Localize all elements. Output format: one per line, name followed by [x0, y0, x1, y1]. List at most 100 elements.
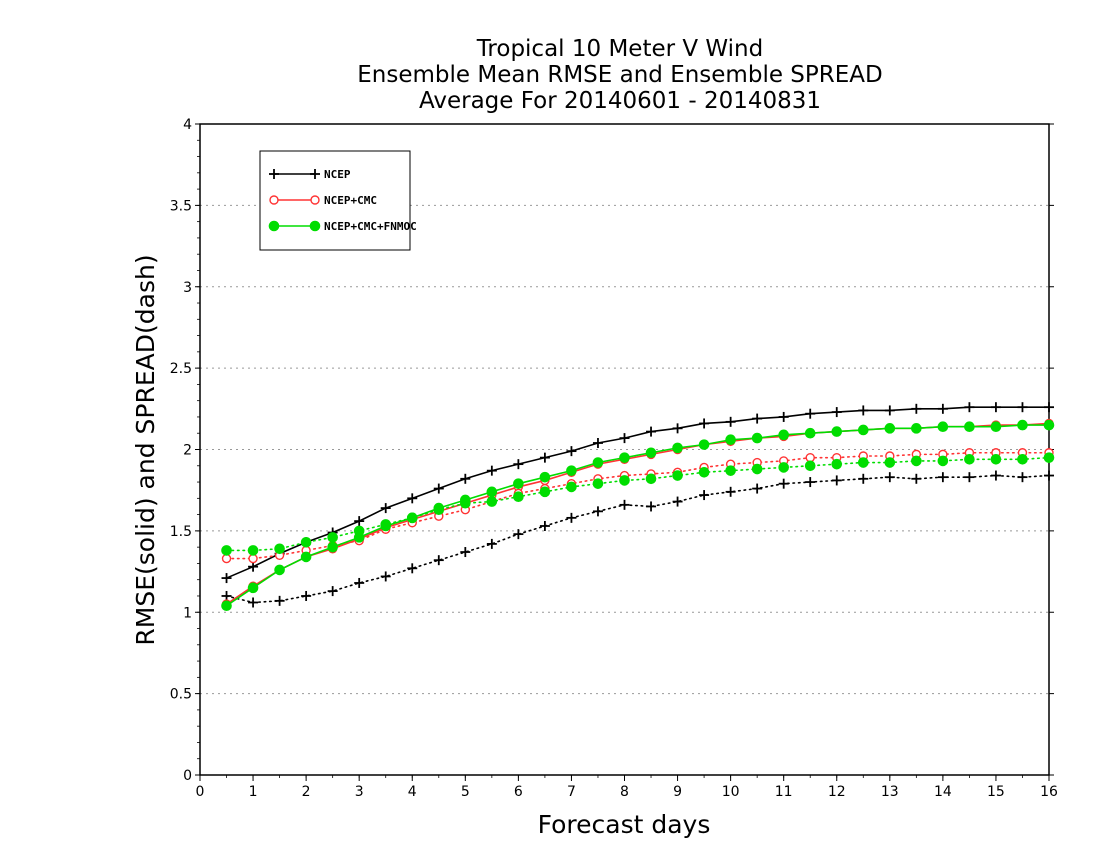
point-ncep-cmc-fnmoc-spread [327, 532, 338, 543]
point-ncep-cmc-spread [248, 553, 258, 564]
point-ncep-rmse [778, 411, 789, 422]
point-ncep-cmc-spread [221, 553, 232, 564]
point-ncep-cmc-fnmoc-rmse [327, 541, 338, 553]
point-ncep-rmse [884, 405, 895, 416]
point-ncep-spread [248, 597, 259, 608]
point-ncep-cmc-fnmoc-spread [884, 457, 896, 468]
series-layer [221, 402, 1055, 612]
point-ncep-cmc-fnmoc-rmse [645, 447, 657, 459]
x-tick-label: 14 [934, 784, 952, 800]
point-ncep-spread [592, 506, 603, 517]
point-ncep-cmc-fnmoc-spread [247, 545, 259, 556]
point-ncep-cmc-fnmoc-spread [857, 457, 869, 468]
point-ncep-cmc-fnmoc-rmse [274, 564, 285, 576]
x-tick-label: 11 [775, 784, 793, 800]
point-ncep-cmc-fnmoc-spread [964, 453, 975, 465]
legend-marker [268, 220, 280, 232]
point-ncep-cmc-fnmoc-rmse [698, 439, 710, 450]
point-ncep-cmc-fnmoc-spread [274, 543, 285, 555]
point-ncep-rmse [592, 437, 603, 448]
point-ncep-cmc-fnmoc-rmse [990, 421, 1002, 433]
x-tick-label: 8 [620, 784, 629, 800]
point-ncep-rmse [1044, 402, 1054, 413]
point-ncep-rmse [566, 446, 577, 457]
y-tick-label: 2.5 [170, 361, 192, 377]
point-ncep-spread [858, 473, 869, 484]
point-ncep-cmc-fnmoc-rmse [937, 421, 949, 433]
point-ncep-cmc-fnmoc-rmse [592, 457, 604, 468]
point-ncep-rmse [380, 503, 391, 514]
y-tick-label: 0 [183, 768, 192, 784]
point-ncep-cmc-fnmoc-rmse [911, 423, 922, 434]
legend-marker [269, 169, 279, 179]
point-ncep-cmc-fnmoc-rmse [486, 486, 498, 498]
point-ncep-cmc-fnmoc-rmse [857, 424, 869, 436]
x-tick-label: 7 [567, 784, 576, 800]
point-ncep-rmse [460, 473, 471, 484]
axes-layer: 00.511.522.533.540 1 2 3 4 5 6 7 8 9 10 11 12 13 14 15 1… [170, 117, 1058, 800]
point-ncep-cmc-fnmoc-spread [380, 519, 392, 530]
point-ncep-cmc-fnmoc-spread [486, 496, 498, 507]
point-ncep-cmc-fnmoc-rmse [566, 465, 577, 476]
point-ncep-rmse [752, 413, 763, 424]
point-ncep-spread [486, 538, 497, 549]
point-ncep-cmc-fnmoc-rmse [778, 429, 789, 441]
series-ncep-spread-line [225, 474, 1050, 604]
series-ncep-cmc-fnmoc-spread-line [225, 456, 1050, 552]
point-ncep-rmse [1017, 402, 1028, 413]
x-axis-title: Forecast days [538, 810, 711, 839]
y-tick-label: 3.5 [170, 198, 192, 214]
point-ncep-rmse [858, 405, 869, 416]
point-ncep-cmc-fnmoc-spread [990, 453, 1002, 465]
chart-title-line-2: Ensemble Mean RMSE and Ensemble SPREAD [357, 62, 883, 88]
x-tick-label: 9 [673, 784, 682, 800]
point-ncep-spread [301, 590, 312, 601]
point-ncep-cmc-fnmoc-rmse [725, 434, 736, 446]
x-tick-label: 1 [249, 784, 258, 800]
point-ncep-spread [274, 595, 285, 606]
point-ncep-cmc-fnmoc-spread [672, 470, 683, 481]
point-ncep-spread [964, 472, 975, 483]
x-tick-label: 5 [461, 784, 470, 800]
point-ncep-rmse [672, 423, 683, 434]
point-ncep-cmc-fnmoc-spread [725, 465, 736, 476]
y-axis-title: RMSE(solid) and SPREAD(dash) [131, 254, 160, 645]
point-ncep-spread [911, 473, 922, 484]
point-ncep-spread [354, 577, 365, 588]
point-ncep-cmc-fnmoc-spread [433, 504, 445, 516]
point-ncep-cmc-fnmoc-spread [1017, 453, 1028, 465]
point-ncep-rmse [964, 402, 975, 413]
point-ncep-rmse [990, 402, 1001, 413]
x-tick-label: 3 [355, 784, 364, 800]
point-ncep-cmc-fnmoc-rmse [672, 442, 683, 454]
x-tick-label: 16 [1040, 784, 1058, 800]
point-ncep-spread [407, 563, 418, 574]
point-ncep-cmc-fnmoc-spread [911, 455, 922, 467]
point-ncep-spread [884, 472, 895, 483]
point-ncep-cmc-fnmoc-spread [645, 473, 657, 485]
x-tick-label: 2 [302, 784, 311, 800]
y-tick-label: 4 [183, 117, 192, 133]
point-ncep-rmse [699, 418, 710, 429]
point-ncep-spread [513, 529, 524, 540]
point-ncep-rmse [354, 516, 365, 527]
point-ncep-cmc-fnmoc-rmse [539, 471, 551, 483]
point-ncep-cmc-fnmoc-rmse [964, 421, 975, 433]
point-ncep-spread [778, 478, 789, 489]
point-ncep-spread [327, 586, 338, 597]
point-ncep-rmse [513, 459, 524, 470]
y-tick-label: 1.5 [170, 524, 192, 540]
point-ncep-cmc-fnmoc-rmse [884, 423, 896, 434]
point-ncep-rmse [805, 408, 816, 419]
point-ncep-cmc-fnmoc-spread [1043, 452, 1055, 463]
point-ncep-spread [221, 590, 232, 601]
point-ncep-cmc-fnmoc-spread [751, 463, 763, 475]
point-ncep-spread [1044, 470, 1054, 481]
legend-marker [310, 169, 320, 179]
point-ncep-cmc-fnmoc-spread [406, 512, 418, 524]
x-tick-label: 10 [722, 784, 740, 800]
point-ncep-rmse [248, 561, 259, 572]
y-tick-label: 0.5 [170, 687, 192, 703]
point-ncep-spread [1017, 472, 1028, 483]
point-ncep-cmc-fnmoc-rmse [619, 452, 630, 463]
